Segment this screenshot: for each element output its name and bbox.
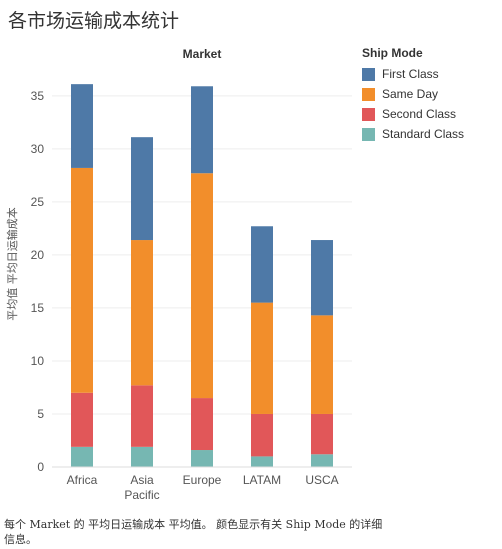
y-tick-label: 30	[31, 142, 45, 156]
legend-label: First Class	[382, 67, 439, 81]
x-tick-label: Europe	[183, 473, 222, 487]
bar-segment-first-class	[131, 137, 153, 241]
legend-item-same-day[interactable]: Same Day	[362, 84, 498, 104]
legend-label: Same Day	[382, 87, 439, 101]
bar-segment-standard-class	[311, 454, 333, 467]
legend-item-second-class[interactable]: Second Class	[362, 104, 498, 124]
bars	[71, 84, 333, 467]
bar-segment-standard-class	[251, 456, 273, 467]
legend-item-standard-class[interactable]: Standard Class	[362, 124, 498, 144]
x-tick-label: Asia	[130, 473, 154, 487]
y-axis-ticks: 0 5 10 15 20 25 30 35	[31, 89, 45, 474]
legend-swatch-same-day	[362, 87, 375, 101]
y-tick-label: 10	[31, 354, 45, 368]
legend: Ship Mode First Class Same Day Second Cl…	[362, 46, 498, 144]
legend-item-first-class[interactable]: First Class	[362, 64, 498, 84]
y-tick-label: 0	[37, 460, 44, 474]
bar-segment-same-day	[251, 302, 273, 414]
bar-segment-standard-class	[191, 450, 213, 467]
legend-label: Second Class	[382, 107, 457, 121]
bar-segment-second-class	[71, 392, 93, 447]
bar-segment-second-class	[191, 398, 213, 451]
legend-swatch-first-class	[362, 67, 375, 81]
legend-title: Ship Mode	[362, 46, 423, 60]
chart-title: 各市场运输成本统计	[8, 10, 180, 32]
y-axis-label: 平均值 平均日运输成本	[5, 207, 19, 321]
bar-segment-same-day	[191, 173, 213, 399]
bar-segment-standard-class	[71, 446, 93, 467]
legend-swatch-second-class	[362, 107, 375, 121]
y-tick-label: 15	[31, 301, 45, 315]
y-tick-label: 20	[31, 248, 45, 262]
bar-segment-same-day	[311, 315, 333, 414]
bar-segment-second-class	[311, 413, 333, 455]
bar-segment-same-day	[71, 167, 93, 393]
x-tick-label: LATAM	[243, 473, 281, 487]
chart-panel-title: Market	[183, 47, 222, 61]
x-tick-label: USCA	[305, 473, 338, 487]
bar-segment-second-class	[131, 385, 153, 447]
bar-segment-same-day	[131, 240, 153, 386]
chart-caption: 每个 Market 的 平均日运输成本 平均值。 颜色显示有关 Ship Mod…	[4, 518, 383, 546]
bar-segment-first-class	[311, 240, 333, 316]
bar-segment-first-class	[71, 84, 93, 168]
x-tick-label: Africa	[67, 473, 98, 487]
bar-segment-first-class	[251, 226, 273, 303]
legend-swatch-standard-class	[362, 127, 375, 141]
y-tick-label: 25	[31, 195, 45, 209]
bar-segment-second-class	[251, 413, 273, 457]
chart: Market 平均值 平均日运输成本 0 5 10 15 20 25 30 35 Africa…	[5, 47, 352, 502]
legend-label: Standard Class	[382, 127, 465, 141]
y-tick-label: 5	[37, 407, 44, 421]
x-tick-label: Pacific	[124, 488, 159, 502]
y-tick-label: 35	[31, 89, 45, 103]
bar-segment-first-class	[191, 86, 213, 174]
bar-segment-standard-class	[131, 446, 153, 467]
